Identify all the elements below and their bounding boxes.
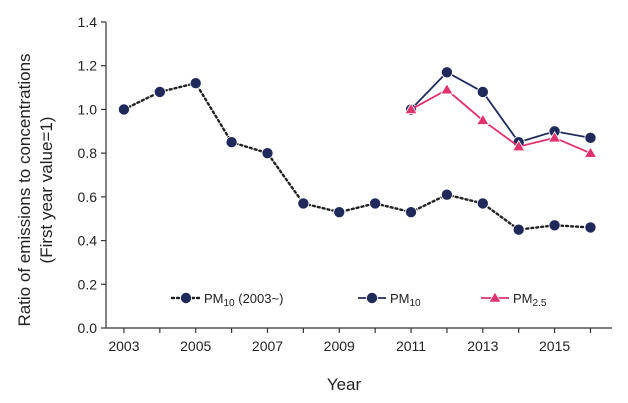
data-point xyxy=(547,131,562,143)
data-point xyxy=(117,103,130,116)
x-tick-label: 2003 xyxy=(108,338,139,354)
axes xyxy=(105,22,612,329)
y-axis-title-line-2: (First year value=1) xyxy=(37,117,56,264)
y-tick-label: 1.2 xyxy=(78,58,98,74)
y-tick-label: 1.0 xyxy=(78,101,98,117)
legend: PM10 (2003~) PM10 PM2.5 xyxy=(170,291,547,309)
data-point xyxy=(333,206,346,219)
series-line xyxy=(410,88,591,154)
data-point xyxy=(189,77,202,90)
data-point xyxy=(225,136,238,149)
y-tick-label: 1.4 xyxy=(78,14,98,30)
data-point xyxy=(584,221,597,234)
data-point xyxy=(548,219,561,232)
legend-item: PM10 xyxy=(358,291,421,309)
series-line xyxy=(410,71,591,144)
y-tick-label: 0.2 xyxy=(78,276,98,292)
data-point xyxy=(583,146,598,158)
series-2 xyxy=(405,66,597,149)
data-point xyxy=(261,147,274,160)
y-tick-label: 0.6 xyxy=(78,189,98,205)
series-layer xyxy=(117,66,598,236)
legend-marker xyxy=(365,291,378,304)
legend-label: PM2.5 xyxy=(513,291,547,309)
x-tick-label: 2005 xyxy=(180,338,211,354)
data-point xyxy=(476,113,490,125)
y-tick-label: 0.4 xyxy=(78,233,98,249)
data-point xyxy=(404,102,418,115)
x-tick-label: 2009 xyxy=(324,338,355,354)
legend-item: PM10 (2003~) xyxy=(170,291,283,309)
data-point xyxy=(476,85,489,98)
series-1 xyxy=(117,77,597,236)
data-point xyxy=(584,131,597,144)
y-axis-title-line-1: Ratio of emissions to concentrations xyxy=(15,53,34,326)
data-point xyxy=(297,197,310,210)
y-ticks: 0.0 0.2 0.4 0.6 0.8 1.0 1.2 1.4 xyxy=(78,14,106,336)
data-point xyxy=(440,188,453,201)
legend-marker xyxy=(179,291,192,304)
legend-label: PM10 xyxy=(390,291,421,309)
x-tick-label: 2015 xyxy=(539,338,570,354)
series-3 xyxy=(404,82,598,158)
x-ticks: 2003 2005 2007 2009 2011 2013 2015 xyxy=(108,328,592,354)
legend-marker xyxy=(488,291,502,303)
x-tick-label: 2013 xyxy=(467,338,498,354)
data-point xyxy=(369,197,382,210)
data-point xyxy=(476,197,489,210)
data-point xyxy=(440,66,453,79)
series-line xyxy=(122,81,592,231)
y-tick-label: 0.8 xyxy=(78,145,98,161)
legend-item: PM2.5 xyxy=(481,291,547,309)
x-tick-label: 2007 xyxy=(252,338,283,354)
data-point xyxy=(405,206,418,219)
x-tick-label: 2011 xyxy=(396,338,426,354)
data-point xyxy=(511,139,526,152)
data-point xyxy=(440,82,454,95)
y-tick-label: 0.0 xyxy=(78,320,98,336)
data-point xyxy=(512,223,525,236)
x-axis-title: Year xyxy=(327,375,362,394)
legend-label: PM10 (2003~) xyxy=(204,291,283,309)
data-point xyxy=(153,85,166,98)
